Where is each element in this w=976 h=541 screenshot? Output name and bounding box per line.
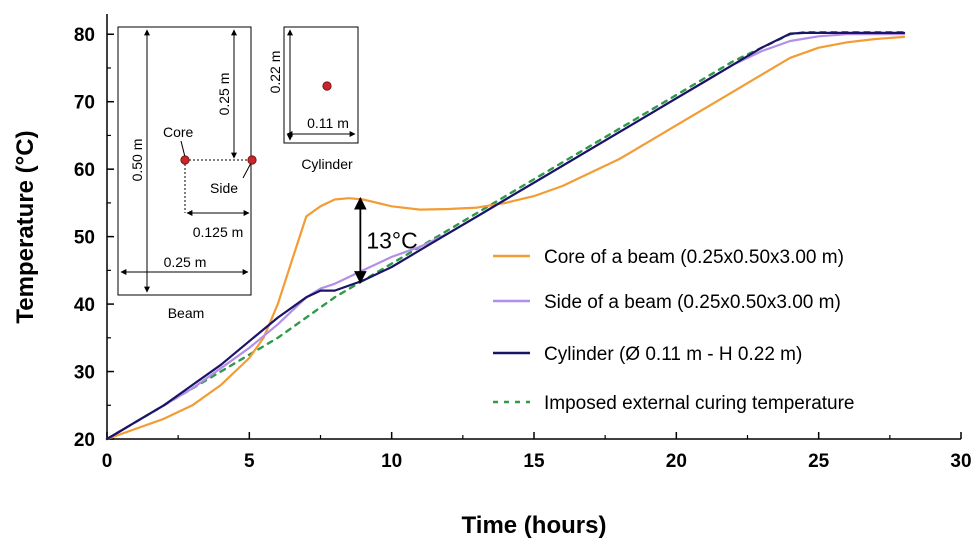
legend-label: Core of a beam (0.25x0.50x3.00 m) [544, 247, 844, 268]
y-tick-label: 80 [74, 25, 95, 46]
legend-label: Imposed external curing temperature [544, 393, 855, 414]
y-axis-title: Temperature (°C) [12, 130, 39, 323]
beam-inset: 0.50 m 0.25 m 0.125 m 0.25 m Core Side B… [117, 26, 257, 321]
y-tick-label: 60 [74, 160, 95, 181]
side-point [247, 155, 257, 165]
beam-offset-label: 0.125 m [193, 224, 244, 240]
beam-caption: Beam [168, 305, 205, 321]
delta-label: 13°C [366, 227, 417, 253]
legend: Core of a beam (0.25x0.50x3.00 m) Side of… [493, 247, 855, 414]
side-pointer [242, 162, 252, 179]
x-axis-title: Time (hours) [462, 512, 607, 539]
cylinder-inset: 0.22 m 0.11 m Cylinder [267, 26, 359, 172]
x-tick-label: 25 [808, 451, 830, 472]
x-tick-label: 20 [666, 451, 687, 472]
y-ticks: 20 30 40 50 60 70 80 [74, 25, 114, 451]
series-line-core-of-a-beam-0-25x0-50 [105, 35, 906, 441]
side-label: Side [210, 180, 238, 196]
x-tick-label: 5 [244, 451, 255, 472]
cylinder-point [322, 81, 332, 91]
x-tick-label: 10 [381, 451, 402, 472]
beam-height-label: 0.50 m [129, 139, 145, 182]
cylinder-diameter-label: 0.11 m [307, 115, 349, 131]
series-layer [105, 31, 906, 441]
y-tick-label: 40 [74, 295, 95, 316]
delta-annotation: 13°C [354, 196, 418, 284]
x-ticks: 0 5 10 15 20 25 30 [102, 432, 972, 472]
y-tick-label: 50 [74, 228, 95, 249]
cylinder-caption: Cylinder [301, 156, 353, 172]
y-tick-label: 20 [74, 430, 95, 451]
series-line-cylinder-0-11-m-h-0-22-m [105, 31, 906, 441]
legend-label: Cylinder (Ø 0.11 m - H 0.22 m) [544, 344, 802, 365]
cylinder-outline [283, 26, 359, 144]
x-tick-label: 0 [102, 451, 113, 472]
core-label: Core [163, 124, 194, 140]
x-tick-label: 30 [950, 451, 971, 472]
core-pointer [180, 140, 186, 158]
y-tick-label: 70 [74, 93, 95, 114]
core-point [180, 155, 190, 165]
beam-depth-label: 0.25 m [216, 73, 232, 116]
legend-label: Side of a beam (0.25x0.50x3.00 m) [544, 292, 841, 313]
beam-width-label: 0.25 m [164, 254, 207, 270]
y-tick-label: 30 [74, 363, 95, 384]
cylinder-height-label: 0.22 m [267, 51, 283, 94]
x-tick-label: 15 [523, 451, 545, 472]
